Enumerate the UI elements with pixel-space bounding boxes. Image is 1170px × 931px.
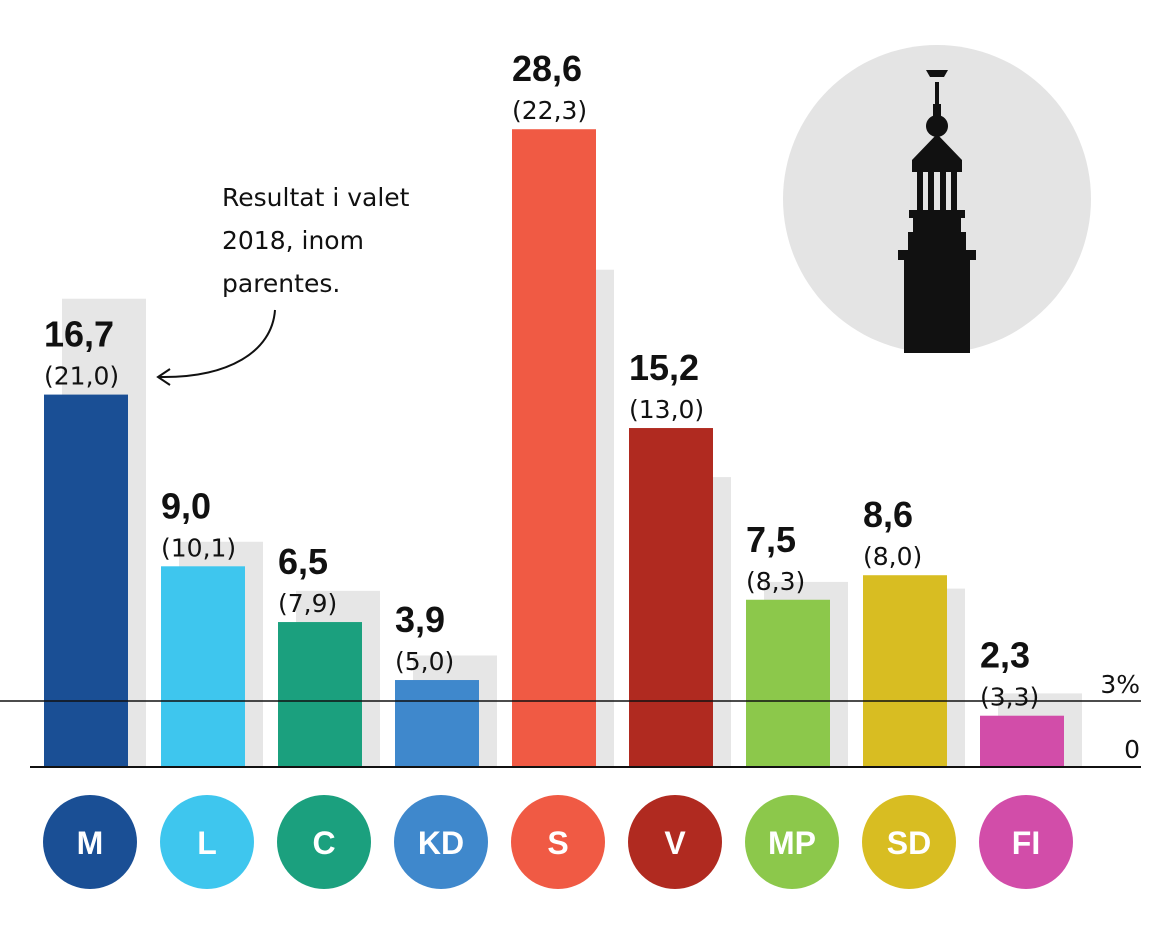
annotation-line-1: Resultat i valet xyxy=(222,183,410,212)
party-badge-m xyxy=(43,795,137,889)
bar-current-kd xyxy=(395,680,479,767)
bars-layer: 16,7 (21,0) 9,0 (10,1) 6,5 (7,9) 3,9 (5,0) 28,6 (… xyxy=(44,48,1082,768)
value-label-l: 9,0 xyxy=(161,485,211,526)
annotation-arrow xyxy=(159,309,276,379)
previous-value-label-fi: (3,3) xyxy=(980,683,1039,712)
previous-value-label-s: (22,3) xyxy=(512,96,587,125)
value-label-c: 6,5 xyxy=(278,541,328,582)
value-label-mp: 7,5 xyxy=(746,519,796,560)
party-badge-s xyxy=(511,795,605,889)
previous-value-label-m: (21,0) xyxy=(44,362,119,391)
category-label-mp: MP xyxy=(768,825,816,861)
zero-label: 0 xyxy=(1124,735,1140,764)
value-label-v: 15,2 xyxy=(629,347,699,388)
city-hall-tower-icon xyxy=(783,45,1091,353)
annotation-line-3: parentes. xyxy=(222,269,340,298)
bar-current-fi xyxy=(980,715,1064,767)
category-label-v: V xyxy=(664,825,686,861)
reference-line-label: 3% xyxy=(1100,670,1140,699)
previous-value-label-l: (10,1) xyxy=(161,533,236,562)
party-badge-c xyxy=(277,795,371,889)
category-label-kd: KD xyxy=(418,825,464,861)
annotation-line-2: 2018, inom xyxy=(222,226,364,255)
bar-current-v xyxy=(629,428,713,767)
party-badge-kd xyxy=(394,795,488,889)
party-badge-fi xyxy=(979,795,1073,889)
value-label-fi: 2,3 xyxy=(980,635,1030,676)
bar-current-c xyxy=(278,622,362,767)
value-label-s: 28,6 xyxy=(512,48,582,89)
previous-value-label-kd: (5,0) xyxy=(395,647,454,676)
annotation-arrowhead xyxy=(156,368,171,386)
party-badge-l xyxy=(160,795,254,889)
previous-value-label-v: (13,0) xyxy=(629,395,704,424)
category-label-m: M xyxy=(77,825,104,861)
bar-current-s xyxy=(512,129,596,768)
value-label-m: 16,7 xyxy=(44,314,114,355)
category-label-fi: FI xyxy=(1012,825,1040,861)
previous-value-label-c: (7,9) xyxy=(278,589,337,618)
party-badge-v xyxy=(628,795,722,889)
category-label-l: L xyxy=(197,825,217,861)
category-label-s: S xyxy=(547,825,568,861)
party-badges: M L C KD S V MP SD FI xyxy=(43,795,1073,889)
bar-current-sd xyxy=(863,575,947,767)
annotation: Resultat i valet 2018, inom parentes. xyxy=(156,183,410,386)
previous-value-label-sd: (8,0) xyxy=(863,542,922,571)
bar-current-mp xyxy=(746,599,830,767)
bar-current-m xyxy=(44,394,128,767)
category-label-c: C xyxy=(312,825,335,861)
value-label-kd: 3,9 xyxy=(395,599,445,640)
party-badge-mp xyxy=(745,795,839,889)
party-badge-sd xyxy=(862,795,956,889)
previous-value-label-mp: (8,3) xyxy=(746,567,805,596)
bar-current-l xyxy=(161,566,245,767)
category-label-sd: SD xyxy=(887,825,931,861)
value-label-sd: 8,6 xyxy=(863,494,913,535)
